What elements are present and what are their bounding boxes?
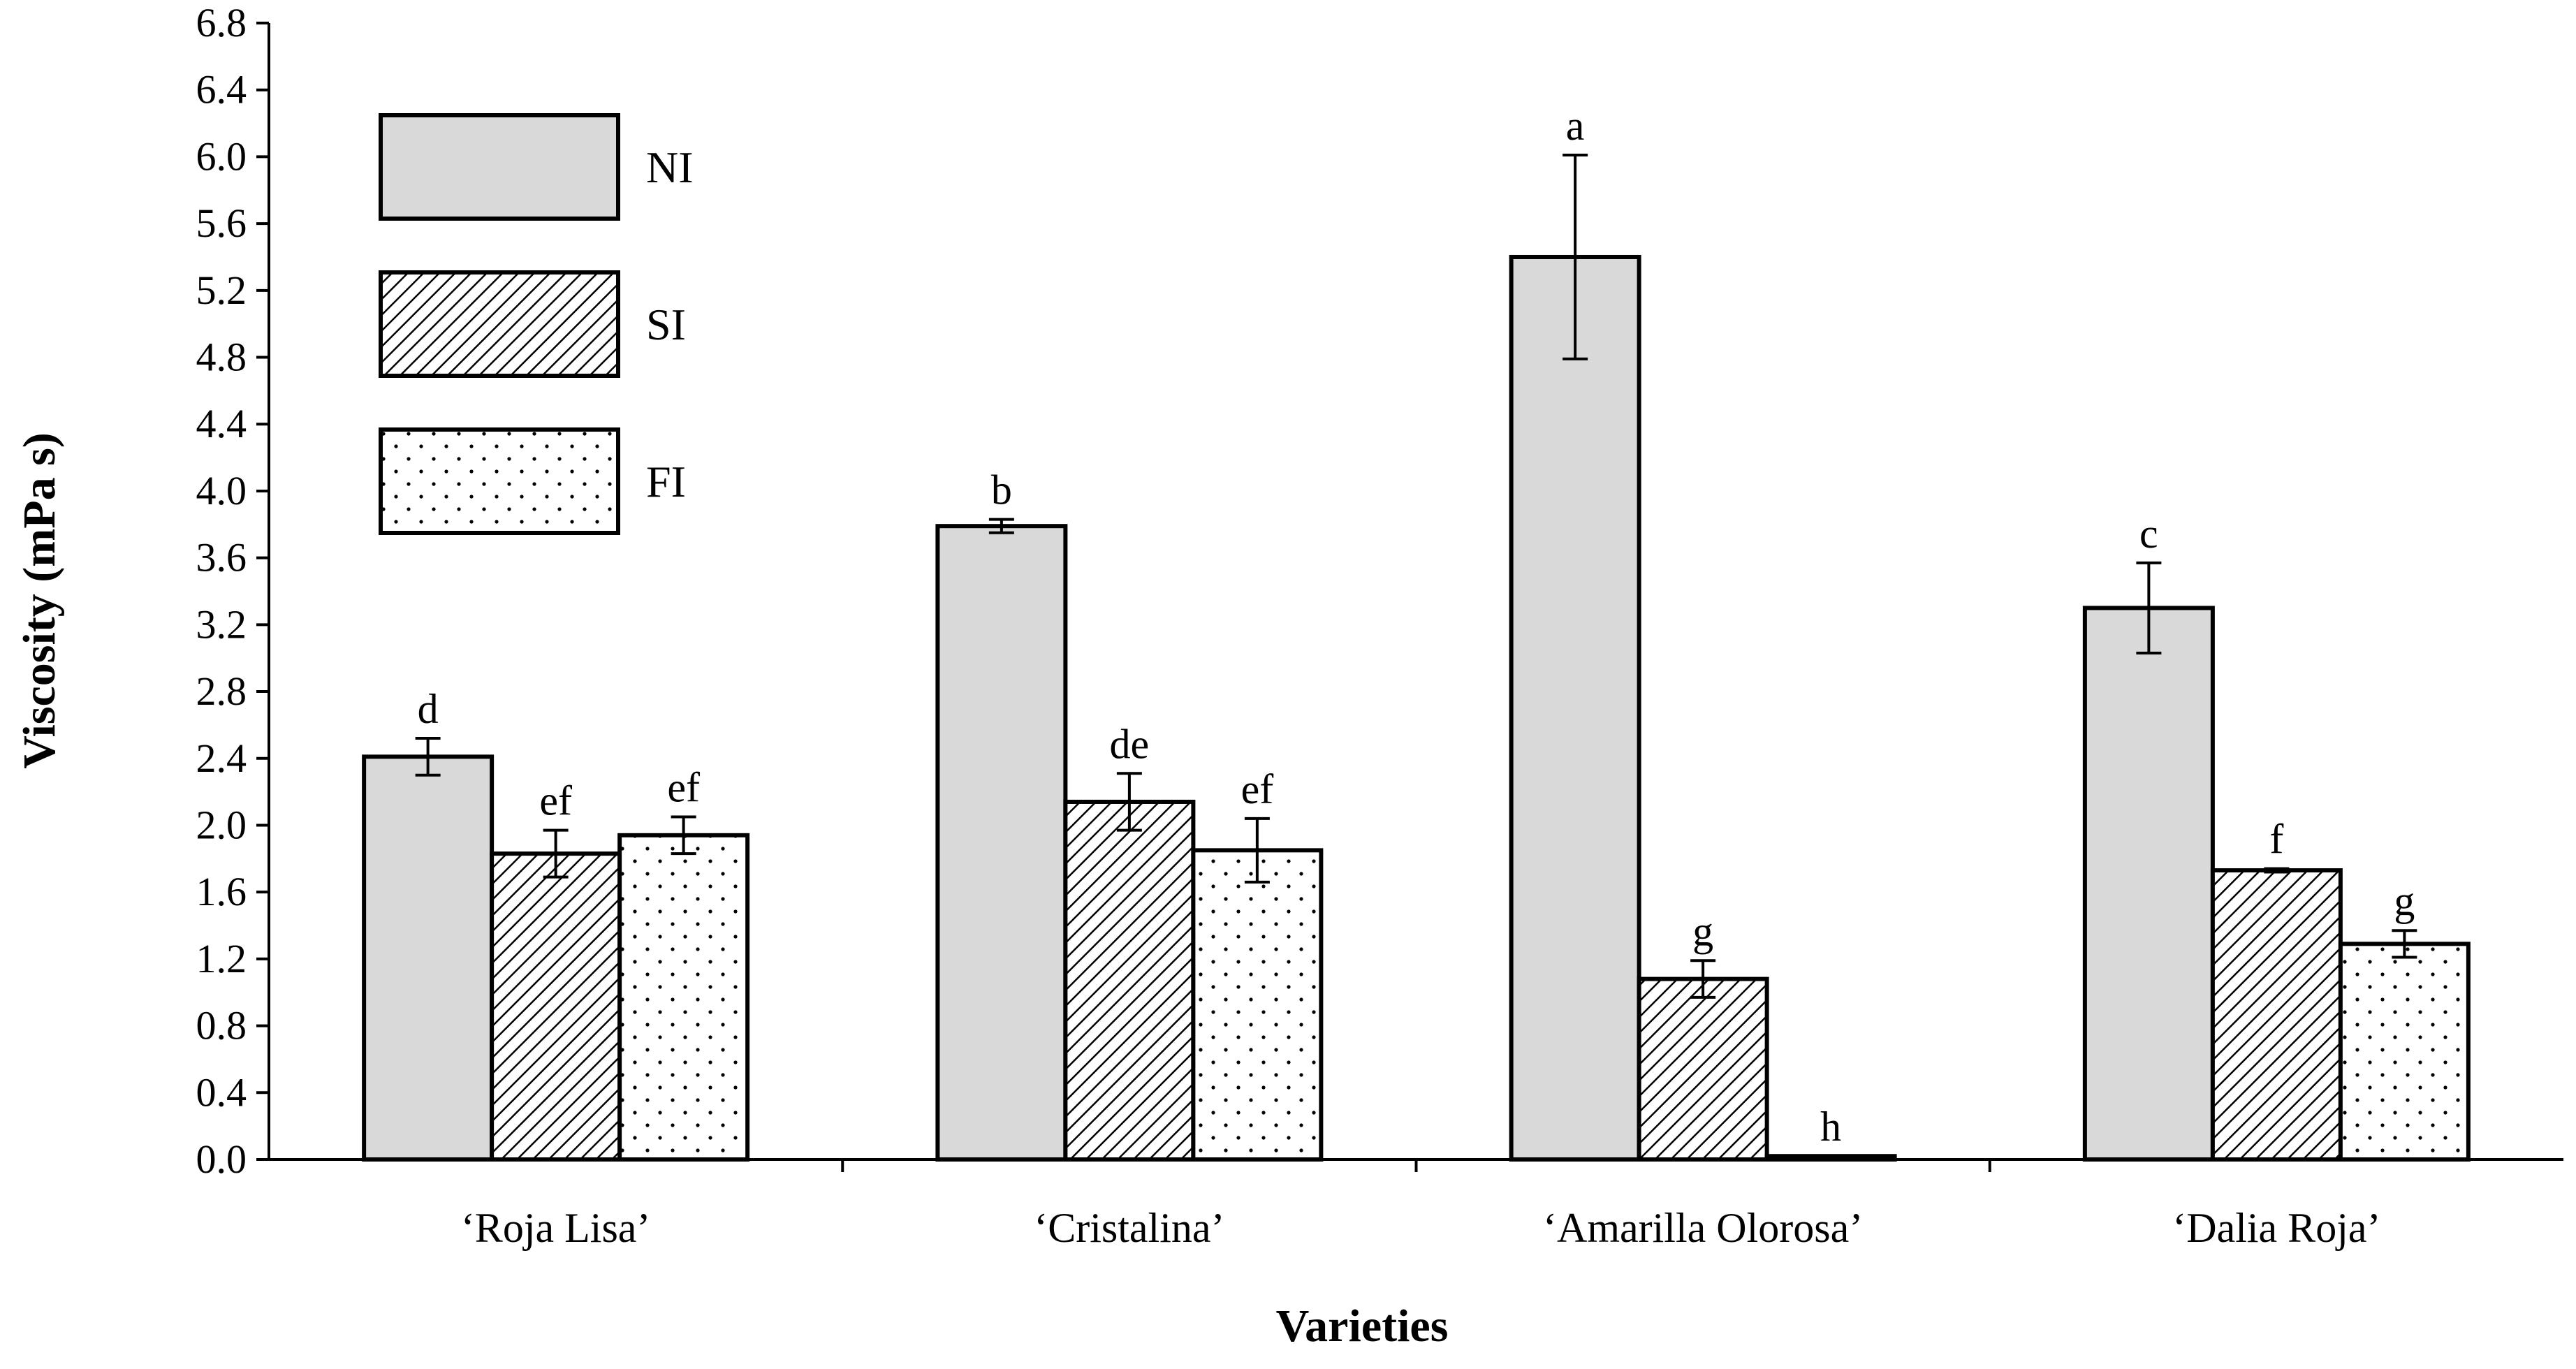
y-tick-label: 6.4: [196, 67, 247, 112]
bar-si: [1637, 976, 1769, 1162]
y-tick-label: 4.8: [196, 335, 247, 380]
significance-letter: ef: [667, 765, 700, 811]
x-category-label: ‘Roja Lisa’: [461, 1205, 651, 1251]
legend: NI SI FI: [379, 113, 694, 535]
bars-group: d b a c ef de g f ef ef h g: [362, 103, 2471, 1162]
x-category-label: ‘Cristalina’: [1034, 1205, 1224, 1251]
bar-fi: [1191, 848, 1324, 1162]
y-tick-label: 2.0: [196, 802, 247, 847]
y-axis-title: Viscosity (mPa s): [14, 432, 65, 768]
y-tick-label: 3.6: [196, 535, 247, 580]
bar-fi: [1764, 1154, 1897, 1162]
legend-label-si: SI: [646, 300, 686, 349]
y-tick-label: 3.2: [196, 601, 247, 647]
y-tick-label: 0.4: [196, 1069, 247, 1115]
significance-letter: ef: [539, 778, 572, 824]
y-tick-label: 2.4: [196, 735, 247, 781]
y-tick-label: 6.8: [196, 0, 247, 45]
legend-swatch-fi: [379, 427, 620, 535]
significance-letter: g: [2394, 878, 2415, 924]
x-axis-title: Varieties: [1276, 1301, 1449, 1352]
y-tick-label: 6.0: [196, 133, 247, 179]
y-tick-label: 5.2: [196, 268, 247, 313]
legend-swatch-si: [379, 270, 620, 378]
y-tick-label: 0.8: [196, 1003, 247, 1048]
legend-label-fi: FI: [646, 457, 686, 506]
bar-fi: [617, 833, 750, 1162]
y-axis: 0.0 0.4 0.8 1.2 1.6 2.0 2.4 2.8 3.2 3.6 4.0 4.4 4.8 5…: [196, 0, 270, 1182]
bar-fi: [2338, 942, 2471, 1162]
bar-ni: [935, 524, 1068, 1162]
y-tick-label: 0.0: [196, 1136, 247, 1182]
y-tick-label: 5.6: [196, 200, 247, 246]
x-axis: ‘Roja Lisa’ ‘Cristalina’ ‘Amarilla Olorosa…: [269, 1158, 2563, 1251]
significance-letter: c: [2139, 511, 2158, 557]
significance-letter: d: [418, 686, 439, 732]
bar-ni: [2082, 606, 2215, 1162]
significance-letter: ef: [1241, 766, 1274, 812]
bar-si: [1063, 799, 1196, 1162]
significance-letter: a: [1566, 103, 1585, 149]
y-tick-label: 1.6: [196, 869, 247, 914]
bar-si: [2210, 868, 2343, 1162]
y-tick-label: 1.2: [196, 936, 247, 981]
y-tick-label: 4.4: [196, 401, 247, 446]
bar-ni: [362, 754, 495, 1162]
significance-letter: b: [991, 467, 1012, 513]
x-category-label: ‘Dalia Roja’: [2172, 1205, 2380, 1251]
bar-ni: [1509, 254, 1641, 1162]
significance-letter: g: [1692, 908, 1713, 954]
legend-swatch-ni: [379, 113, 620, 221]
y-tick-label: 4.0: [196, 468, 247, 513]
significance-letter: h: [1820, 1104, 1841, 1150]
bar-si: [490, 851, 622, 1162]
significance-letter: f: [2269, 817, 2283, 863]
legend-label-ni: NI: [646, 142, 694, 192]
x-category-label: ‘Amarilla Olorosa’: [1543, 1205, 1863, 1251]
significance-letter: de: [1110, 721, 1150, 767]
y-tick-label: 2.8: [196, 668, 247, 714]
